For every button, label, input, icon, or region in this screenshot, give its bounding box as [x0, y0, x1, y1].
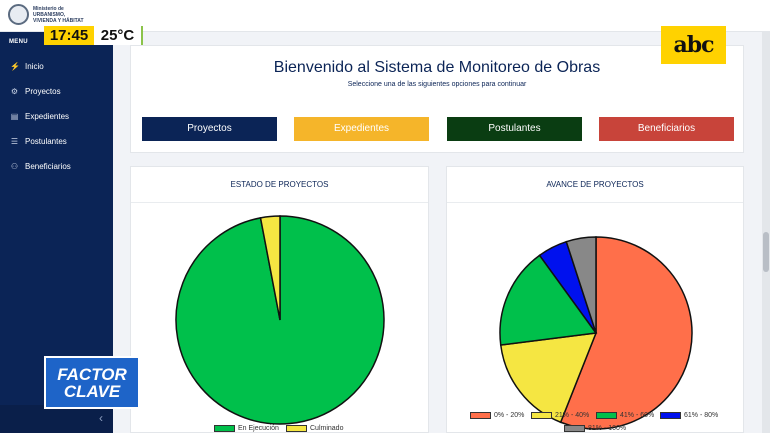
scrollbar-thumb[interactable]: [763, 232, 769, 272]
list-icon: ☰: [10, 137, 19, 146]
factor-clave-badge: FACTOR CLAVE: [44, 356, 140, 409]
legend-swatch: [470, 412, 491, 419]
sidebar-item-inicio[interactable]: ⚡ Inicio: [0, 54, 113, 79]
page-scrollbar[interactable]: [762, 32, 770, 433]
sidebar-item-postulantes[interactable]: ☰ Postulantes: [0, 129, 113, 154]
legend-item[interactable]: 0% - 20%: [470, 412, 524, 419]
document-icon: ▤: [10, 112, 19, 121]
estado-proyectos-card: ESTADO DE PROYECTOS En Ejecución Culminad…: [130, 166, 429, 433]
pie-slice-0-20-[interactable]: [559, 236, 693, 430]
seal-icon: [8, 4, 29, 25]
legend-swatch: [531, 412, 552, 419]
expedientes-button[interactable]: Expedientes: [294, 117, 429, 141]
proyectos-button[interactable]: Proyectos: [142, 117, 277, 141]
chevron-left-icon[interactable]: ‹: [99, 411, 103, 425]
legend-label: 41% - 60%: [620, 412, 655, 419]
abc-logo: abc: [661, 26, 726, 64]
legend-label: En Ejecución: [238, 425, 279, 432]
sidebar-item-expedientes[interactable]: ▤ Expedientes: [0, 104, 113, 129]
sidebar-item-label: Postulantes: [25, 137, 67, 146]
legend-label: 61% - 80%: [684, 412, 719, 419]
ministry-name: Ministerio de URBANISMO, VIVIENDA Y HÁBI…: [33, 5, 84, 24]
sidebar-item-beneficiarios[interactable]: ⚇ Beneficiarios: [0, 154, 113, 179]
beneficiarios-button[interactable]: Beneficiarios: [599, 117, 734, 141]
legend-item[interactable]: 81% - 100%: [564, 425, 626, 432]
legend-label: Culminado: [310, 425, 344, 432]
legend-item[interactable]: Culminado: [286, 425, 343, 432]
pie-slice-81-100-[interactable]: [565, 236, 597, 334]
avance-proyectos-chart: [499, 236, 693, 430]
sidebar-item-label: Proyectos: [25, 87, 61, 96]
legend-item[interactable]: 41% - 60%: [596, 412, 654, 419]
legend-item[interactable]: 21% - 40%: [531, 412, 589, 419]
gear-icon: ⚙: [10, 87, 19, 96]
sidebar-nav: ⚡ Inicio ⚙ Proyectos ▤ Expedientes ☰ Pos…: [0, 54, 113, 179]
pie-slice-21-40-[interactable]: [499, 332, 598, 424]
users-icon: ⚇: [10, 162, 19, 171]
legend-label: 0% - 20%: [494, 412, 525, 419]
legend-swatch: [564, 425, 585, 432]
legend-item[interactable]: En Ejecución: [214, 425, 279, 432]
legend-swatch: [214, 425, 235, 432]
legend-item[interactable]: 61% - 80%: [660, 412, 718, 419]
ministry-logo[interactable]: Ministerio de URBANISMO, VIVIENDA Y HÁBI…: [8, 4, 84, 25]
legend-swatch: [660, 412, 681, 419]
sidebar-item-label: Beneficiarios: [25, 162, 71, 171]
sidebar-footer: ‹: [0, 405, 113, 433]
avance-proyectos-card: AVANCE DE PROYECTOS 0% - 20% 21% - 40% 41%…: [446, 166, 744, 433]
legend-swatch: [596, 412, 617, 419]
legend-label: 21% - 40%: [555, 412, 590, 419]
page-title: Bienvenido al Sistema de Monitoreo de Ob…: [273, 59, 601, 76]
temperature-overlay: 25°C: [94, 26, 143, 45]
postulantes-button[interactable]: Postulantes: [447, 117, 582, 141]
sidebar-item-label: Inicio: [25, 62, 44, 71]
pulse-icon: ⚡: [10, 62, 20, 71]
legend-swatch: [286, 425, 307, 432]
pie-slice-41-60-[interactable]: [499, 254, 598, 346]
page-subtitle: Seleccione una de las siguientes opcione…: [347, 81, 527, 88]
menu-label: MENU: [9, 39, 28, 45]
legend-label: 81% - 100%: [588, 425, 627, 432]
chart-title: ESTADO DE PROYECTOS: [131, 167, 428, 203]
clock-overlay: 17:45: [44, 26, 94, 45]
welcome-card: Bienvenido al Sistema de Monitoreo de Ob…: [130, 45, 744, 153]
pie-slice-culminado[interactable]: [259, 215, 281, 321]
sidebar-item-proyectos[interactable]: ⚙ Proyectos: [0, 79, 113, 104]
estado-proyectos-chart: [175, 215, 385, 425]
sidebar-item-label: Expedientes: [25, 112, 70, 121]
chart-title: AVANCE DE PROYECTOS: [447, 167, 743, 203]
